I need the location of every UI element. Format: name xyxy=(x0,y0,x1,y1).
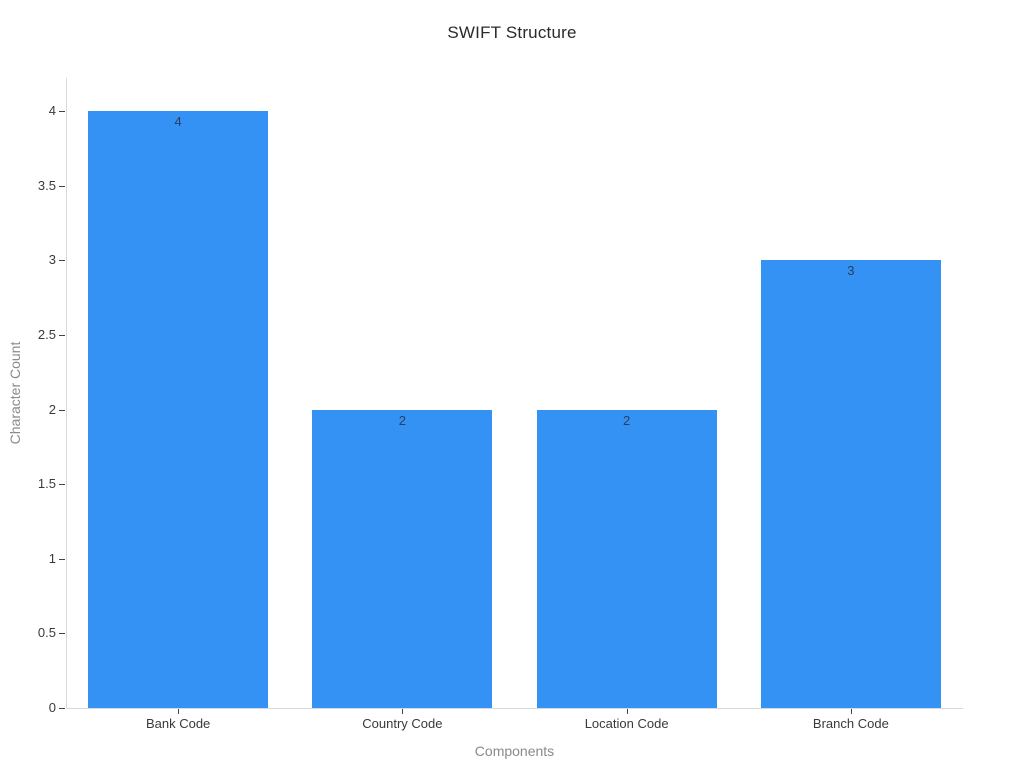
y-tick-label: 3 xyxy=(48,252,56,268)
y-tick-label: 0.5 xyxy=(37,625,56,641)
y-tick-mark xyxy=(59,409,65,411)
y-tick-label: 1.5 xyxy=(37,476,56,492)
y-axis-line xyxy=(66,78,67,708)
x-tick-mark xyxy=(178,709,180,714)
bar-value-label-bank-code: 4 xyxy=(174,114,182,130)
y-tick-mark xyxy=(59,708,65,709)
y-tick-mark xyxy=(59,111,65,113)
x-tick-label-country-code: Country Code xyxy=(362,716,443,731)
x-tick-mark xyxy=(626,709,628,714)
y-tick-label: 1 xyxy=(48,550,56,566)
chart-title: SWIFT Structure xyxy=(447,23,577,42)
y-tick-mark xyxy=(59,484,65,486)
y-tick-mark xyxy=(59,633,65,635)
x-tick-label-branch-code: Branch Code xyxy=(812,716,889,731)
y-tick-mark xyxy=(59,260,65,262)
bar-value-label-location-code: 2 xyxy=(623,412,631,428)
y-tick-mark xyxy=(59,185,65,187)
x-tick-label-bank-code: Bank Code xyxy=(145,716,211,731)
y-tick-label: 3.5 xyxy=(37,177,56,193)
x-tick-mark xyxy=(850,709,852,714)
x-tick-label-location-code: Location Code xyxy=(584,716,669,731)
y-tick-mark xyxy=(59,558,65,560)
y-tick-label: 4 xyxy=(48,103,56,119)
bar-country-code: 2 xyxy=(312,409,493,708)
bar-branch-code: 3 xyxy=(760,260,941,708)
bar-bank-code: 4 xyxy=(88,111,269,708)
x-tick-mark xyxy=(402,709,404,714)
x-axis-title: Components xyxy=(474,743,555,759)
y-tick-mark xyxy=(59,334,65,336)
y-axis-title-text: Character Count xyxy=(7,341,23,445)
y-tick-label: 2 xyxy=(48,401,56,417)
bar-value-label-country-code: 2 xyxy=(398,412,406,428)
bar-location-code: 2 xyxy=(536,409,717,708)
y-tick-label: 2.5 xyxy=(37,326,56,342)
x-axis-line xyxy=(66,708,963,709)
y-tick-label: 0 xyxy=(48,700,56,715)
bar-value-label-branch-code: 3 xyxy=(847,263,855,279)
